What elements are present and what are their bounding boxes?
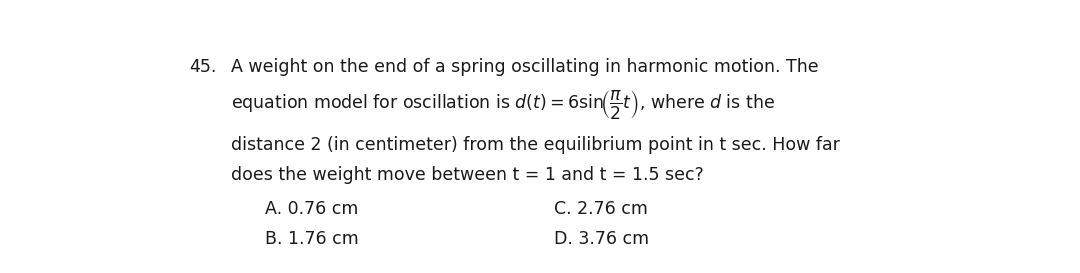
Text: B. 1.76 cm: B. 1.76 cm [265,230,359,248]
Text: D. 3.76 cm: D. 3.76 cm [554,230,649,248]
Text: C. 2.76 cm: C. 2.76 cm [554,200,647,218]
Text: does the weight move between t = 1 and t = 1.5 sec?: does the weight move between t = 1 and t… [231,166,704,184]
Text: A weight on the end of a spring oscillating in harmonic motion. The: A weight on the end of a spring oscillat… [231,58,819,76]
Text: distance 2 (in centimeter) from the equilibrium point in t sec. How far: distance 2 (in centimeter) from the equi… [231,136,840,154]
Text: A. 0.76 cm: A. 0.76 cm [265,200,359,218]
Text: 45.: 45. [189,58,217,76]
Text: equation model for oscillation is $d(t) = 6\mathrm{sin}\!\left(\dfrac{\pi}{2}t\r: equation model for oscillation is $d(t) … [231,88,775,121]
